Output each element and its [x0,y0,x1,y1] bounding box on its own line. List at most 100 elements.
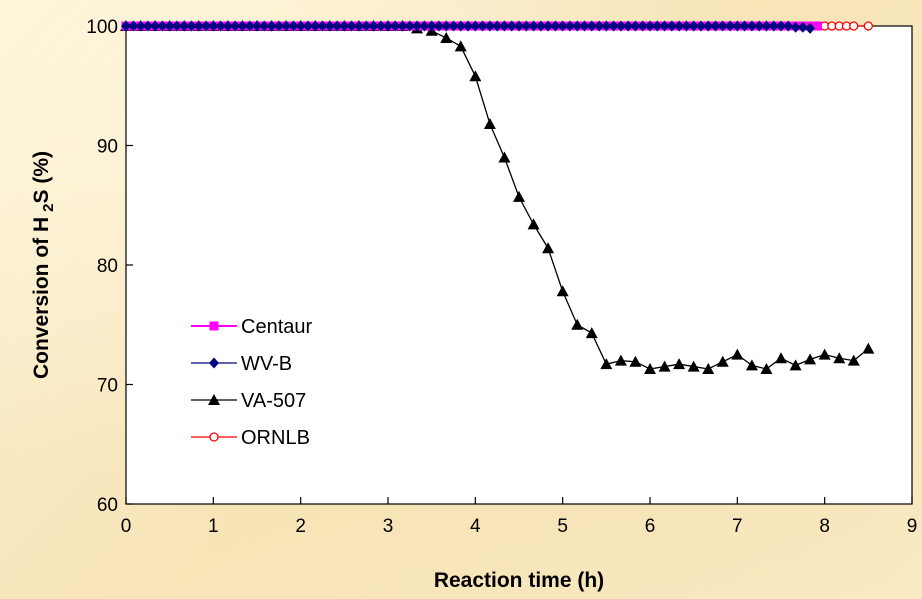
x-tick-label: 9 [907,516,918,537]
data-point-diamond [208,20,219,32]
data-point-diamond [433,20,444,32]
data-point-diamond [426,20,437,32]
data-point-diamond [375,20,386,32]
data-point-diamond [135,20,146,32]
data-point-diamond [310,20,321,32]
data-point-diamond [142,20,153,32]
data-point-diamond [281,20,292,32]
data-point-diamond [121,20,131,32]
data-point-diamond [630,20,641,32]
data-point-diamond [594,20,605,32]
data-point-diamond [783,20,794,32]
data-point-triangle [585,327,598,339]
data-point-diamond [579,20,590,32]
data-point-diamond [608,20,619,32]
series-wv-b [121,20,816,34]
y-axis-title-subscript: 2 [40,203,57,211]
data-point-diamond [266,20,277,32]
data-point-triangle [847,354,860,366]
x-axis-title: Reaction time (h) [434,569,604,592]
legend-label: WV-B [241,353,292,375]
data-point-diamond [222,20,233,32]
data-point-diamond [623,20,634,32]
x-tick-label: 8 [819,516,830,537]
data-point-diamond [186,20,197,32]
data-point-diamond [324,20,335,32]
data-point-diamond [237,20,248,32]
data-point-diamond [419,20,430,32]
legend-item: VA-507 [191,390,306,412]
data-point-triangle [716,355,729,367]
legend: Centaur WV-B VA-507 ORNLB [191,316,312,449]
y-axis-title: Conversion of H 2S (%) [30,151,57,379]
data-point-diamond [666,20,677,32]
data-point-triangle [673,358,686,370]
data-point-triangle [614,354,627,366]
data-point-diamond [288,20,299,32]
data-point-triangle [862,342,875,354]
y-axis-ticks: 60 70 80 90 100 [86,17,133,516]
y-tick-label: 80 [97,256,118,277]
data-point-diamond [535,20,546,32]
data-point-diamond [739,20,750,32]
data-point-diamond [703,20,714,32]
data-point-diamond [390,20,401,32]
data-point-diamond [150,20,161,32]
data-point-triangle [440,31,453,43]
data-point-diamond [688,20,699,32]
legend-marker-square [209,321,219,331]
data-point-triangle [731,348,744,360]
data-point-diamond [710,20,721,32]
data-point-diamond [397,20,408,32]
y-tick-label: 70 [97,376,118,397]
data-point-triangle [658,360,671,372]
data-point-diamond [448,20,459,32]
legend-item: ORNLB [191,427,310,449]
data-point-diamond [615,20,626,32]
data-point-circle-open [849,21,859,31]
data-point-triangle [775,352,787,364]
data-point-diamond [332,20,343,32]
data-point-diamond [732,20,743,32]
data-point-diamond [768,20,779,32]
data-point-diamond [230,20,241,32]
data-point-diamond [681,20,692,32]
data-point-diamond [550,20,561,32]
legend-marker-triangle [208,394,220,405]
data-point-diamond [179,20,190,32]
data-point-diamond [506,20,517,32]
data-point-diamond [295,20,306,32]
x-tick-label: 1 [208,516,219,537]
data-point-triangle [702,362,715,374]
data-point-diamond [652,20,663,32]
data-point-diamond [776,20,786,32]
data-point-triangle [542,242,555,254]
data-point-triangle [498,151,511,163]
y-tick-label: 100 [86,17,118,38]
series-layer [120,20,875,374]
data-point-diamond [528,20,539,32]
data-point-diamond [477,20,488,32]
data-point-diamond [259,20,270,32]
x-axis-ticks: 0 1 2 3 4 5 6 7 8 9 [121,497,918,537]
data-point-diamond [637,20,648,32]
data-point-triangle [527,218,540,230]
data-point-diamond [695,20,706,32]
data-point-diamond [601,20,612,32]
data-point-diamond [521,20,532,32]
data-point-diamond [564,20,575,32]
data-point-triangle [745,359,758,371]
data-point-diamond [717,20,728,32]
y-tick-label: 60 [97,495,118,516]
data-point-diamond [215,20,226,32]
legend-item: Centaur [191,316,312,338]
legend-label: ORNLB [241,427,310,449]
data-point-square [812,21,822,31]
x-tick-label: 3 [383,516,394,537]
data-point-triangle [629,355,642,367]
data-point-diamond [514,20,524,32]
data-point-diamond [499,20,510,32]
data-point-diamond [470,20,481,32]
